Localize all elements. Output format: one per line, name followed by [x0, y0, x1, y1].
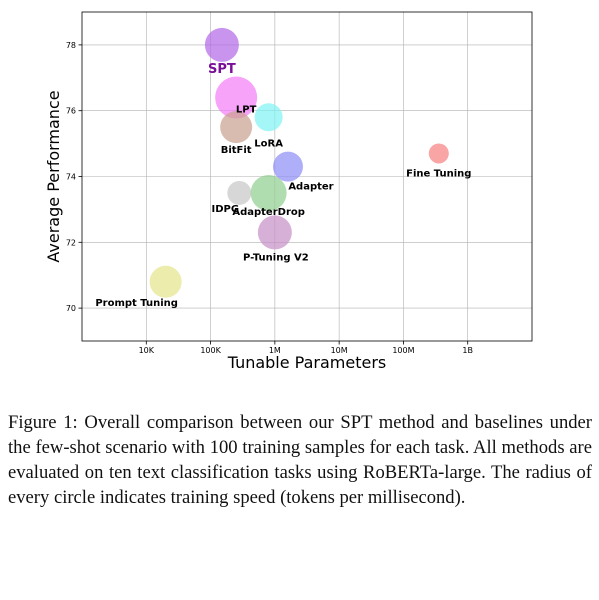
label-lora: LoRA: [254, 138, 283, 149]
label-bitfit: BitFit: [221, 145, 252, 156]
figure-caption: Figure 1: Overall comparison between our…: [8, 412, 592, 508]
bubble-prompt-tuning: [149, 265, 182, 298]
bubble-idpg: [227, 180, 252, 205]
x-tick-label: 100M: [392, 346, 414, 355]
x-tick-label: 1B: [462, 346, 473, 355]
label-fine-tuning: Fine Tuning: [406, 168, 471, 179]
label-prompt-tuning: Prompt Tuning: [95, 298, 178, 309]
grid: [82, 12, 532, 341]
ticks: 10K 100K 1M 10M 100M 1B 70 72 74 76 78: [66, 41, 473, 355]
bubble-p-tuning-v2: [257, 215, 292, 250]
label-lpt: LPT: [236, 105, 257, 116]
x-tick-label: 100K: [200, 346, 221, 355]
x-axis-label: Tunable Parameters: [227, 353, 387, 372]
bubble-spt: [204, 27, 239, 62]
y-tick-label: 72: [66, 238, 76, 247]
x-tick-label: 10M: [331, 346, 348, 355]
y-tick-label: 76: [66, 107, 76, 116]
label-adapterdrop: AdapterDrop: [232, 207, 305, 218]
label-p-tuning-v2: P-Tuning V2: [243, 252, 309, 263]
y-tick-label: 78: [66, 41, 76, 50]
y-axis-label: Average Performance: [44, 90, 63, 262]
label-spt: SPT: [208, 62, 236, 77]
bubble-chart: 10K 100K 1M 10M 100M 1B 70 72 74 76 78 SPT LPT LoRAB…: [44, 11, 533, 372]
bubble-lpt: [215, 76, 258, 119]
bubble-lora: [254, 103, 283, 132]
bubbles: [149, 27, 449, 298]
x-tick-label: 10K: [139, 346, 155, 355]
x-tick-label: 1M: [269, 346, 281, 355]
bubble-fine-tuning: [428, 143, 449, 164]
bubble-adapterdrop: [250, 174, 287, 211]
bubble-bitfit: [220, 111, 253, 144]
label-idpg: IDPG: [212, 204, 240, 215]
y-tick-label: 70: [66, 304, 76, 313]
y-tick-label: 74: [66, 173, 76, 182]
label-adapter: Adapter: [288, 182, 333, 193]
bubble-adapter: [272, 151, 303, 182]
